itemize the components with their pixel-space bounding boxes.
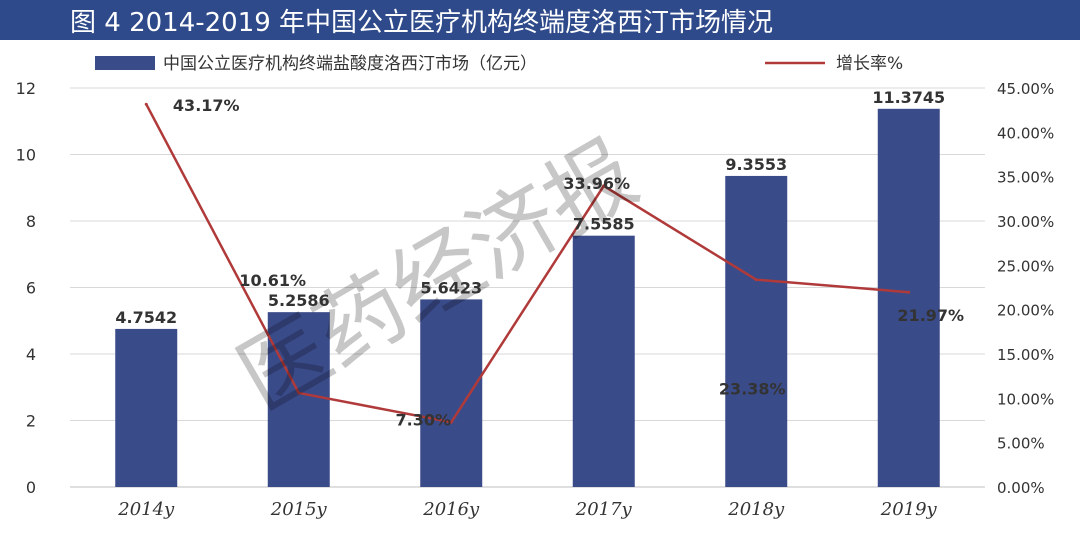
bar-value-label: 9.3553 [725, 155, 787, 174]
growth-value-label: 23.38% [719, 380, 786, 399]
y-right-tick-label: 30.00% [997, 213, 1054, 231]
bar-value-label: 5.2586 [268, 291, 330, 310]
bar [877, 108, 940, 487]
y-right-tick-label: 35.00% [997, 169, 1054, 187]
y-left-tick-label: 2 [26, 412, 36, 431]
growth-point [602, 184, 606, 188]
growth-value-label: 33.96% [563, 174, 630, 193]
x-tick-label: 2014y [117, 499, 175, 520]
x-tick-label: 2017y [575, 499, 633, 520]
bar [267, 312, 330, 487]
figure-title: 图 4 2014-2019 年中国公立医疗机构终端度洛西汀市场情况 [70, 8, 774, 38]
y-left-tick-label: 10 [16, 146, 36, 165]
x-tick-label: 2015y [270, 499, 328, 520]
growth-point [754, 278, 758, 282]
gridlines [70, 87, 985, 488]
x-tick-label: 2018y [727, 499, 785, 520]
bar-value-label: 5.6423 [420, 278, 482, 297]
y-left-tick-label: 6 [26, 279, 36, 298]
y-right-tick-label: 45.00% [997, 80, 1054, 98]
y-left-tick-label: 4 [26, 345, 36, 364]
growth-value-label: 21.97% [897, 306, 964, 325]
y-left-tick-label: 8 [26, 212, 36, 231]
y-right-tick-label: 15.00% [997, 346, 1054, 364]
legend-bar-swatch [95, 56, 155, 70]
growth-point [297, 391, 301, 395]
bar [572, 235, 635, 487]
data-labels: 4.7542 5.2586 5.6423 7.5585 9.3553 11.3745 43.… [115, 88, 964, 429]
growth-point [449, 420, 453, 424]
bars [115, 108, 940, 487]
y-right-tick-label: 20.00% [997, 302, 1054, 320]
combo-chart: 医药经济报 4.75425.25865.64237.55859.355311.3… [16, 54, 1055, 520]
bar [420, 299, 483, 487]
y-left-tick-label: 12 [16, 79, 36, 98]
growth-line [144, 102, 911, 424]
legend: 中国公立医疗机构终端盐酸度洛西汀市场（亿元） 增长率% [95, 54, 903, 74]
figure-title-banner: 图 4 2014-2019 年中国公立医疗机构终端度洛西汀市场情况 [0, 0, 1080, 40]
bar [115, 328, 178, 487]
bar [725, 175, 788, 487]
x-tick-label: 2016y [422, 499, 480, 520]
growth-value-label: 43.17% [173, 96, 240, 115]
y-right-tick-label: 0.00% [997, 479, 1045, 497]
y-right-tick-label: 40.00% [997, 124, 1054, 142]
y-left-tick-label: 0 [26, 478, 36, 497]
y-right-tick-label: 25.00% [997, 257, 1054, 275]
bar-value-label: 4.7542 [115, 308, 177, 327]
y-right-tick-label: 10.00% [997, 390, 1054, 408]
x-tick-label: 2019y [880, 499, 938, 520]
bar-value-label: 7.5585 [573, 215, 635, 234]
growth-polyline [145, 103, 909, 424]
axes: 0 2 4 6 8 10 12 0.00% 5.00% 10.00% 15.00% 20.00% 25.… [16, 79, 1055, 520]
growth-point [144, 102, 148, 106]
growth-value-label: 10.61% [239, 271, 306, 290]
growth-value-label: 7.30% [395, 410, 451, 429]
bar-value-label: 11.3745 [872, 88, 945, 107]
legend-bar-label: 中国公立医疗机构终端盐酸度洛西汀市场（亿元） [163, 54, 537, 74]
legend-line-label: 增长率% [836, 54, 903, 74]
y-right-tick-label: 5.00% [997, 435, 1045, 453]
growth-point [907, 290, 911, 294]
